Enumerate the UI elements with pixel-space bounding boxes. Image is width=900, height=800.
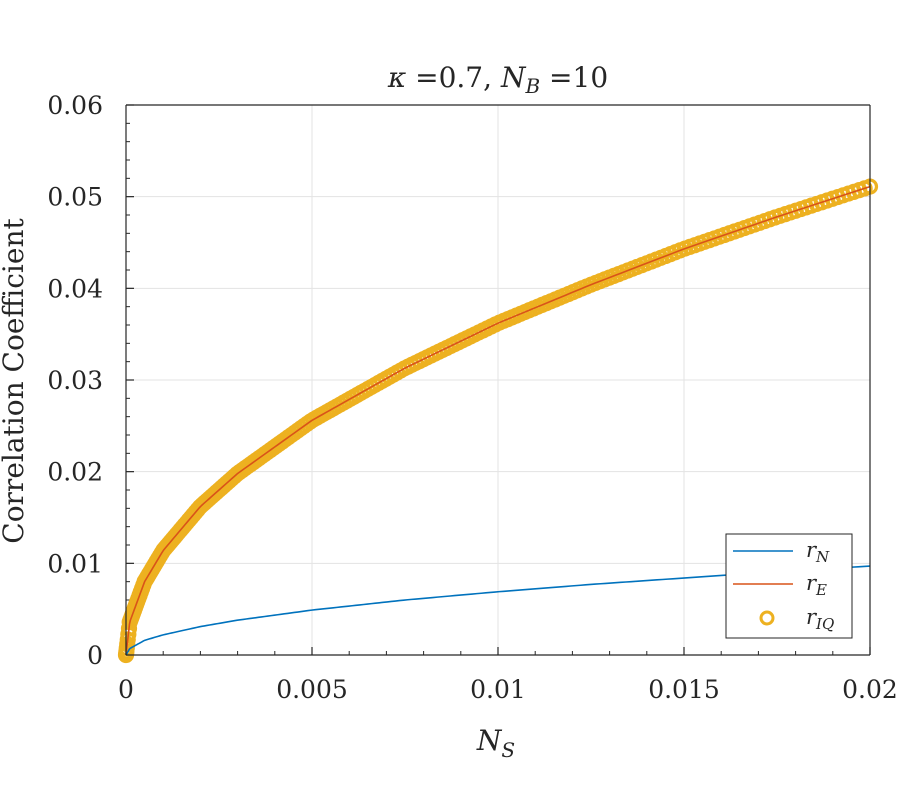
legend-label-r-iq: rIQ bbox=[806, 605, 834, 633]
legend: rN rE rIQ bbox=[725, 533, 853, 639]
title-kappa: κ bbox=[387, 61, 406, 94]
y-tick-label: 0.04 bbox=[47, 274, 103, 303]
y-tick-label: 0.06 bbox=[47, 91, 103, 120]
x-axis-sub: S bbox=[501, 738, 515, 762]
series-line-r-n bbox=[125, 565, 871, 656]
x-axis-symbol: N bbox=[476, 724, 503, 757]
y-axis-title: Correlation Coefficient bbox=[0, 218, 30, 544]
title-nb: N bbox=[500, 61, 527, 94]
y-tick-label: 0.01 bbox=[47, 549, 103, 578]
y-tick-label: 0.02 bbox=[47, 458, 103, 487]
x-tick-label: 0.01 bbox=[470, 675, 526, 704]
title-kappa-value: =0.7, bbox=[406, 61, 501, 94]
tick-labels: 0 0.005 0.01 0.015 0.02 0 0.01 0.02 0.03 0.04 0.05… bbox=[47, 91, 898, 704]
x-tick-label: 0.02 bbox=[842, 675, 898, 704]
y-tick-label: 0.03 bbox=[47, 366, 103, 395]
series-line-r-e bbox=[125, 185, 871, 656]
series-layer bbox=[117, 178, 879, 664]
chart-title: κ =0.7, NB =10 bbox=[387, 61, 608, 98]
y-tick-label: 0.05 bbox=[47, 183, 103, 212]
x-tick-label: 0.015 bbox=[648, 675, 720, 704]
x-axis-title: NS bbox=[476, 724, 515, 762]
legend-label-r-n: rN bbox=[806, 538, 830, 566]
x-tick-label: 0 bbox=[118, 675, 134, 704]
legend-label-r-e: rE bbox=[806, 571, 827, 599]
title-nb-value: =10 bbox=[540, 61, 608, 94]
y-tick-label: 0 bbox=[87, 641, 103, 670]
series-r-iq bbox=[117, 178, 879, 664]
title-nb-sub: B bbox=[524, 74, 540, 98]
legend-swatch-r-iq bbox=[759, 610, 775, 626]
x-tick-label: 0.005 bbox=[276, 675, 348, 704]
